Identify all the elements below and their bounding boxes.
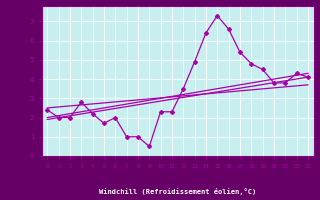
- X-axis label: Windchill (Refroidissement éolien,°C): Windchill (Refroidissement éolien,°C): [99, 188, 256, 195]
